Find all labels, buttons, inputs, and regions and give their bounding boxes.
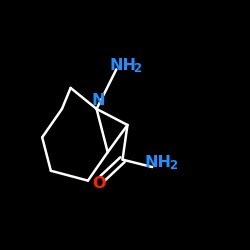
Text: 2: 2	[169, 158, 177, 172]
Text: NH: NH	[145, 154, 172, 170]
Text: N: N	[91, 93, 104, 108]
Text: 2: 2	[133, 62, 141, 75]
Text: NH: NH	[109, 58, 136, 73]
Text: O: O	[92, 176, 106, 190]
